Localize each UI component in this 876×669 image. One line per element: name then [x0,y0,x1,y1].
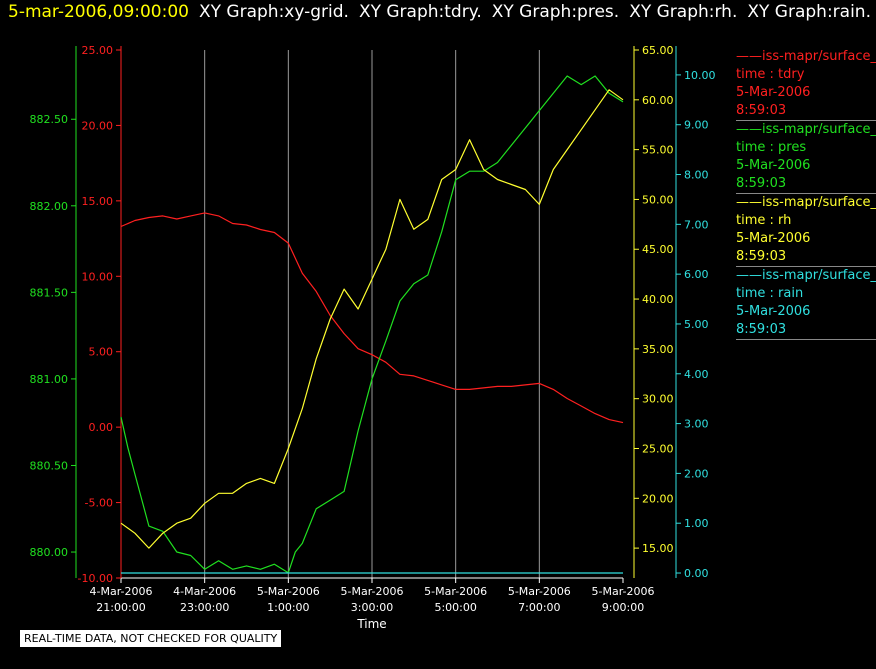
legend-swatch-pres: ——iss-mapr/surface_m [736,121,876,139]
tdry-tick-label: 10.00 [82,270,114,283]
x-tick-label-time: 21:00:00 [96,601,145,614]
legend-variable: time : tdry [736,67,805,82]
legend-entry-pres: ——iss-mapr/surface_m time : pres 5-Mar-2… [736,121,876,194]
tdry-tick-label: 15.00 [82,195,114,208]
rain-tick-label: 8.00 [684,169,709,182]
legend-entry-tdry: ——iss-mapr/surface_m time : tdry 5-Mar-2… [736,48,876,121]
rain-tick-label: 9.00 [684,119,709,132]
legend-time: 8:59:03 [736,322,787,337]
x-tick-label-date: 5-Mar-2006 [424,585,487,598]
legend-date: 5-Mar-2006 [736,158,811,173]
legend-swatch-rain: ——iss-mapr/surface_m [736,267,876,285]
rh-tick-label: 65.00 [642,44,674,57]
legend-swatch-tdry: ——iss-mapr/surface_m [736,48,876,66]
header-title-rh: XY Graph:rh. [629,2,738,22]
series-line-pres [120,75,624,574]
tdry-tick-label: -5.00 [85,497,113,510]
legend-variable: time : rain [736,286,804,301]
rain-tick-label: 6.00 [684,268,709,281]
x-tick-label-time: 7:00:00 [518,601,560,614]
rain-tick-label: 4.00 [684,368,709,381]
rain-tick-label: 3.00 [684,418,709,431]
legend-source-name: iss-mapr/surface_m [762,268,876,283]
legend-date: 5-Mar-2006 [736,304,811,319]
legend-time: 8:59:03 [736,103,787,118]
pres-tick-label: 881.00 [30,373,69,386]
tdry-tick-label: 0.00 [89,421,114,434]
rh-tick-label: 40.00 [642,293,674,306]
tdry-tick-label: 5.00 [89,346,114,359]
x-tick-label-date: 5-Mar-2006 [592,585,655,598]
rh-tick-label: 45.00 [642,243,674,256]
x-tick-label-date: 4-Mar-2006 [90,585,153,598]
x-tick-label-date: 5-Mar-2006 [508,585,571,598]
tdry-tick-label: -10.00 [78,572,113,585]
x-tick-label-date: 5-Mar-2006 [341,585,404,598]
legend-date: 5-Mar-2006 [736,85,811,100]
header-title-xy-grid: XY Graph:xy-grid. [198,2,349,22]
legend-variable: time : pres [736,140,807,155]
pres-tick-label: 880.50 [30,459,69,472]
rain-tick-label: 0.00 [684,567,709,580]
series-line-rh [120,89,624,549]
legend-date: 5-Mar-2006 [736,231,811,246]
x-tick-label-date: 4-Mar-2006 [173,585,236,598]
legend-time: 8:59:03 [736,176,787,191]
legend: ——iss-mapr/surface_m time : tdry 5-Mar-2… [736,48,876,340]
legend-entry-rh: ——iss-mapr/surface_m time : rh 5-Mar-200… [736,194,876,267]
rain-tick-label: 1.00 [684,517,709,530]
pres-tick-label: 882.50 [30,113,69,126]
rain-tick-label: 2.00 [684,467,709,480]
x-tick-label-time: 3:00:00 [351,601,393,614]
legend-swatch-rh: ——iss-mapr/surface_m [736,194,876,212]
rain-tick-label: 5.00 [684,318,709,331]
rh-tick-label: 15.00 [642,542,674,555]
x-tick-label-time: 9:00:00 [602,601,644,614]
x-tick-label-time: 1:00:00 [267,601,309,614]
rh-tick-label: 50.00 [642,193,674,206]
tdry-tick-label: 20.00 [82,119,114,132]
series-line-tdry [120,212,624,424]
tdry-tick-label: 25.00 [82,44,114,57]
legend-variable: time : rh [736,213,792,228]
rh-tick-label: 55.00 [642,144,674,157]
pres-tick-label: 882.00 [30,200,69,213]
x-tick-label-time: 5:00:00 [434,601,476,614]
rh-tick-label: 60.00 [642,94,674,107]
header-timestamp: 5-mar-2006,09:00:00 [8,2,189,22]
legend-time: 8:59:03 [736,249,787,264]
rh-tick-label: 20.00 [642,492,674,505]
pres-tick-label: 880.00 [30,546,69,559]
header-title-pres: XY Graph:pres. [491,2,620,22]
pres-tick-label: 881.50 [30,286,69,299]
legend-entry-rain: ——iss-mapr/surface_m time : rain 5-Mar-2… [736,267,876,340]
rain-tick-label: 7.00 [684,218,709,231]
legend-source-name: iss-mapr/surface_m [762,195,876,210]
x-tick-label-time: 23:00:00 [180,601,229,614]
rh-tick-label: 30.00 [642,393,674,406]
quality-disclaimer: REAL-TIME DATA, NOT CHECKED FOR QUALITY [20,630,282,647]
x-tick-label-date: 5-Mar-2006 [257,585,320,598]
legend-source-name: iss-mapr/surface_m [762,122,876,137]
header-title-tdry: XY Graph:tdry. [358,2,482,22]
header-title-rain: XY Graph:rain. [747,2,871,22]
rain-tick-label: 10.00 [684,69,716,82]
x-axis-title: Time [356,617,386,631]
rh-tick-label: 25.00 [642,442,674,455]
graph-header: 5-mar-2006,09:00:00 XY Graph:xy-grid. XY G… [8,2,871,22]
rh-tick-label: 35.00 [642,343,674,356]
legend-source-name: iss-mapr/surface_m [762,49,876,64]
